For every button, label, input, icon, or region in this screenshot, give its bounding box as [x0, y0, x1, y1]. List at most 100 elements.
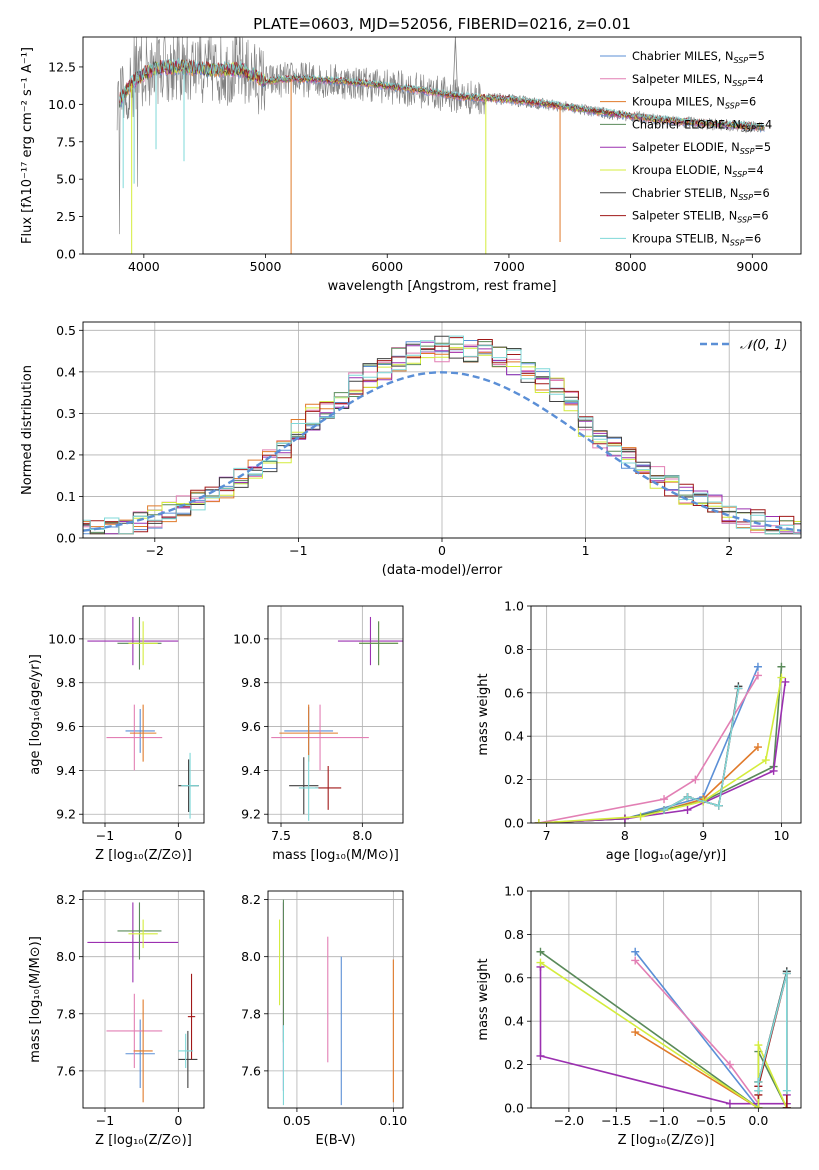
- mass-weight-vs-age-xtick-label: 10: [773, 828, 789, 843]
- mass-vs-Z-xtick-label: 0: [174, 1113, 182, 1128]
- mass-weight-vs-age-xtick-label: 7: [543, 828, 551, 843]
- spectrum-xtick-label: 4000: [128, 259, 160, 274]
- mass-weight-vs-age-ylabel: mass weight: [476, 673, 491, 755]
- residuals-xtick-label: −2: [146, 543, 164, 558]
- mass-weight-vs-age-ytick-label: 0.4: [504, 729, 524, 744]
- marker-kroupa_elodie: [536, 958, 545, 967]
- residuals-frame: [82, 321, 802, 539]
- mass-weight-vs-Z-xtick-label: 0.0: [748, 1113, 768, 1128]
- residuals-plot-area: [83, 335, 801, 535]
- marker-kroupa_stelib: [754, 1077, 763, 1086]
- marker-kroupa_stelib: [660, 805, 669, 814]
- mass-vs-ebv-plot-area: [279, 899, 394, 1106]
- marker-kroupa_stelib: [782, 1086, 791, 1095]
- age-vs-mass-xtick-label: 8.0: [352, 828, 372, 843]
- marker-kroupa_elodie: [534, 819, 543, 823]
- spectrum-ylabel: Flux [fλ10⁻¹⁷ erg cm⁻² s⁻¹ A⁻¹]: [20, 47, 35, 244]
- residuals-ytick-label: 0.2: [56, 447, 76, 462]
- mass-vs-ebv-ytick-label: 8.0: [241, 949, 261, 964]
- line-salpeter_miles: [538, 674, 759, 823]
- mass-weight-vs-Z-ytick-label: 0.2: [504, 1057, 524, 1072]
- mass-vs-Z-axes: −1 0 7.6 7.8 8.0 8.2 Z [log₁₀(Z/Z⊙)] mass [log₁…: [28, 890, 205, 1148]
- marker-salpeter_elodie: [725, 1099, 734, 1108]
- mass-vs-ebv-xtick-label: 0.05: [283, 1113, 311, 1128]
- age-vs-mass-ytick-label: 9.4: [241, 763, 261, 778]
- legend-label-chabrier_miles: Chabrier MILES, NSSP=5: [632, 50, 765, 65]
- mass-weight-vs-Z-ytick-label: 0.6: [504, 970, 524, 985]
- marker-salpeter_miles: [660, 795, 669, 804]
- residuals-ytick-label: 0.4: [56, 364, 76, 379]
- normal-curve: [83, 371, 801, 532]
- mass-vs-Z-ylabel: mass [log₁₀(M/M⊙)]: [28, 936, 43, 1063]
- marker-kroupa_miles: [631, 1028, 640, 1037]
- age-vs-Z-frame: [82, 605, 205, 824]
- marker-kroupa_elodie: [777, 673, 786, 682]
- mass-vs-Z-ytick-label: 8.2: [56, 892, 76, 907]
- marker-salpeter_stelib: [782, 1104, 791, 1108]
- mass-weight-vs-Z-ytick-label: 1.0: [504, 884, 524, 899]
- age-vs-mass-xlabel: mass [log₁₀(M/M⊙)]: [272, 848, 399, 863]
- spectrum-xlabel: wavelength [Angstrom, rest frame]: [328, 279, 557, 294]
- marker-salpeter_elodie: [769, 766, 778, 775]
- mass-vs-ebv-ytick-label: 8.2: [241, 892, 261, 907]
- spectrum-xtick-label: 5000: [250, 259, 282, 274]
- mass-weight-vs-Z-axes: −2.0 −1.5 −1.0 −0.5 0.0 0.0 0.2 0.4 0.6 0.8 1.0 Z […: [476, 884, 802, 1148]
- marker-kroupa_stelib: [782, 969, 791, 978]
- age-vs-Z-xtick-label: −1: [96, 828, 114, 843]
- mass-vs-Z-xtick-label: −1: [96, 1113, 114, 1128]
- mass-vs-ebv-ytick-label: 7.6: [241, 1063, 261, 1078]
- residuals-xtick-label: −1: [289, 543, 307, 558]
- mass-weight-vs-age-ytick-label: 0.8: [504, 642, 524, 657]
- marker-salpeter_miles: [725, 1060, 734, 1069]
- mass-weight-vs-Z-ytick-label: 0.8: [504, 927, 524, 942]
- model-chabrier_elodie: [119, 59, 765, 131]
- marker-kroupa_elodie: [761, 756, 770, 765]
- mass-weight-vs-age-ytick-label: 0.2: [504, 772, 524, 787]
- mass-weight-vs-Z-xtick-label: −0.5: [696, 1113, 726, 1128]
- spectrum-ytick-label: 0.0: [56, 247, 76, 262]
- spectrum-xtick-label: 6000: [371, 259, 403, 274]
- legend-label-kroupa_stelib: Kroupa STELIB, NSSP=6: [632, 232, 761, 247]
- legend-label-kroupa_miles: Kroupa MILES, NSSP=6: [632, 96, 756, 111]
- legend-label-chabrier_elodie: Chabrier ELODIE, NSSP=4: [632, 118, 772, 133]
- marker-kroupa_miles: [753, 743, 762, 752]
- mass-vs-Z-xlabel: Z [log₁₀(Z/Z⊙)]: [95, 1133, 192, 1148]
- marker-chabrier_elodie: [536, 947, 545, 956]
- age-vs-mass-ytick-label: 9.6: [241, 719, 261, 734]
- mass-weight-vs-Z-frame: [530, 890, 802, 1109]
- mass-weight-vs-age-axes: 7 8 9 10 0.0 0.2 0.4 0.6 0.8 1.0 age [log₁₀(age/yr…: [476, 599, 802, 863]
- line-salpeter_stelib: [757, 973, 788, 1108]
- spectrum-ytick-label: 10.0: [48, 97, 76, 112]
- age-vs-mass-ytick-label: 9.8: [241, 675, 261, 690]
- mass-weight-vs-age-xlabel: age [log₁₀(age/yr)]: [606, 848, 727, 863]
- spectrum-ytick-label: 5.0: [56, 172, 76, 187]
- mass-weight-vs-age-xtick-label: 9: [699, 828, 707, 843]
- spectrum-axes: 4000 5000 6000 7000 8000 9000 0.0 2.5 5.0 7.5 10.0…: [20, 15, 802, 294]
- age-vs-Z-axes: −1 0 9.2 9.4 9.6 9.8 10.0 Z [log₁₀(Z/Z⊙)] age [l…: [28, 605, 205, 863]
- mass-weight-vs-age-xtick-label: 8: [621, 828, 629, 843]
- spectrum-plot-area: [116, 37, 765, 254]
- marker-kroupa_stelib: [714, 801, 723, 810]
- legend-label-normal: 𝒩(0, 1): [740, 338, 787, 353]
- marker-chabrier_elodie: [777, 662, 786, 671]
- age-vs-mass-ytick-label: 10.0: [233, 631, 261, 646]
- legend-label-salpeter_miles: Salpeter MILES, NSSP=4: [632, 73, 764, 88]
- mass-vs-Z-ytick-label: 8.0: [56, 949, 76, 964]
- mass-weight-vs-age-plot-area: [534, 662, 790, 823]
- marker-kroupa_elodie: [754, 1104, 763, 1108]
- marker-kroupa_stelib: [734, 684, 743, 693]
- line-kroupa_stelib: [663, 688, 740, 811]
- mass-weight-vs-age-ytick-label: 0.0: [504, 816, 524, 831]
- model-kroupa_stelib: [119, 57, 765, 129]
- spectrum-ytick-label: 12.5: [48, 59, 76, 74]
- residuals-ytick-label: 0.0: [56, 531, 76, 546]
- mass-weight-vs-age-ytick-label: 0.6: [504, 685, 524, 700]
- age-vs-mass-axes: 7.5 8.0 9.2 9.4 9.6 9.8 10.0 mass [log₁₀(M/M⊙)]: [233, 605, 404, 863]
- histogram-kroupa_stelib: [83, 335, 801, 535]
- mass-weight-vs-Z-plot-area: [536, 947, 791, 1108]
- mass-vs-ebv-ytick-label: 7.8: [241, 1006, 261, 1021]
- mass-weight-vs-Z-xtick-label: −1.5: [601, 1113, 631, 1128]
- line-salpeter_elodie: [538, 681, 787, 823]
- mass-vs-ebv-xtick-label: 0.10: [379, 1113, 407, 1128]
